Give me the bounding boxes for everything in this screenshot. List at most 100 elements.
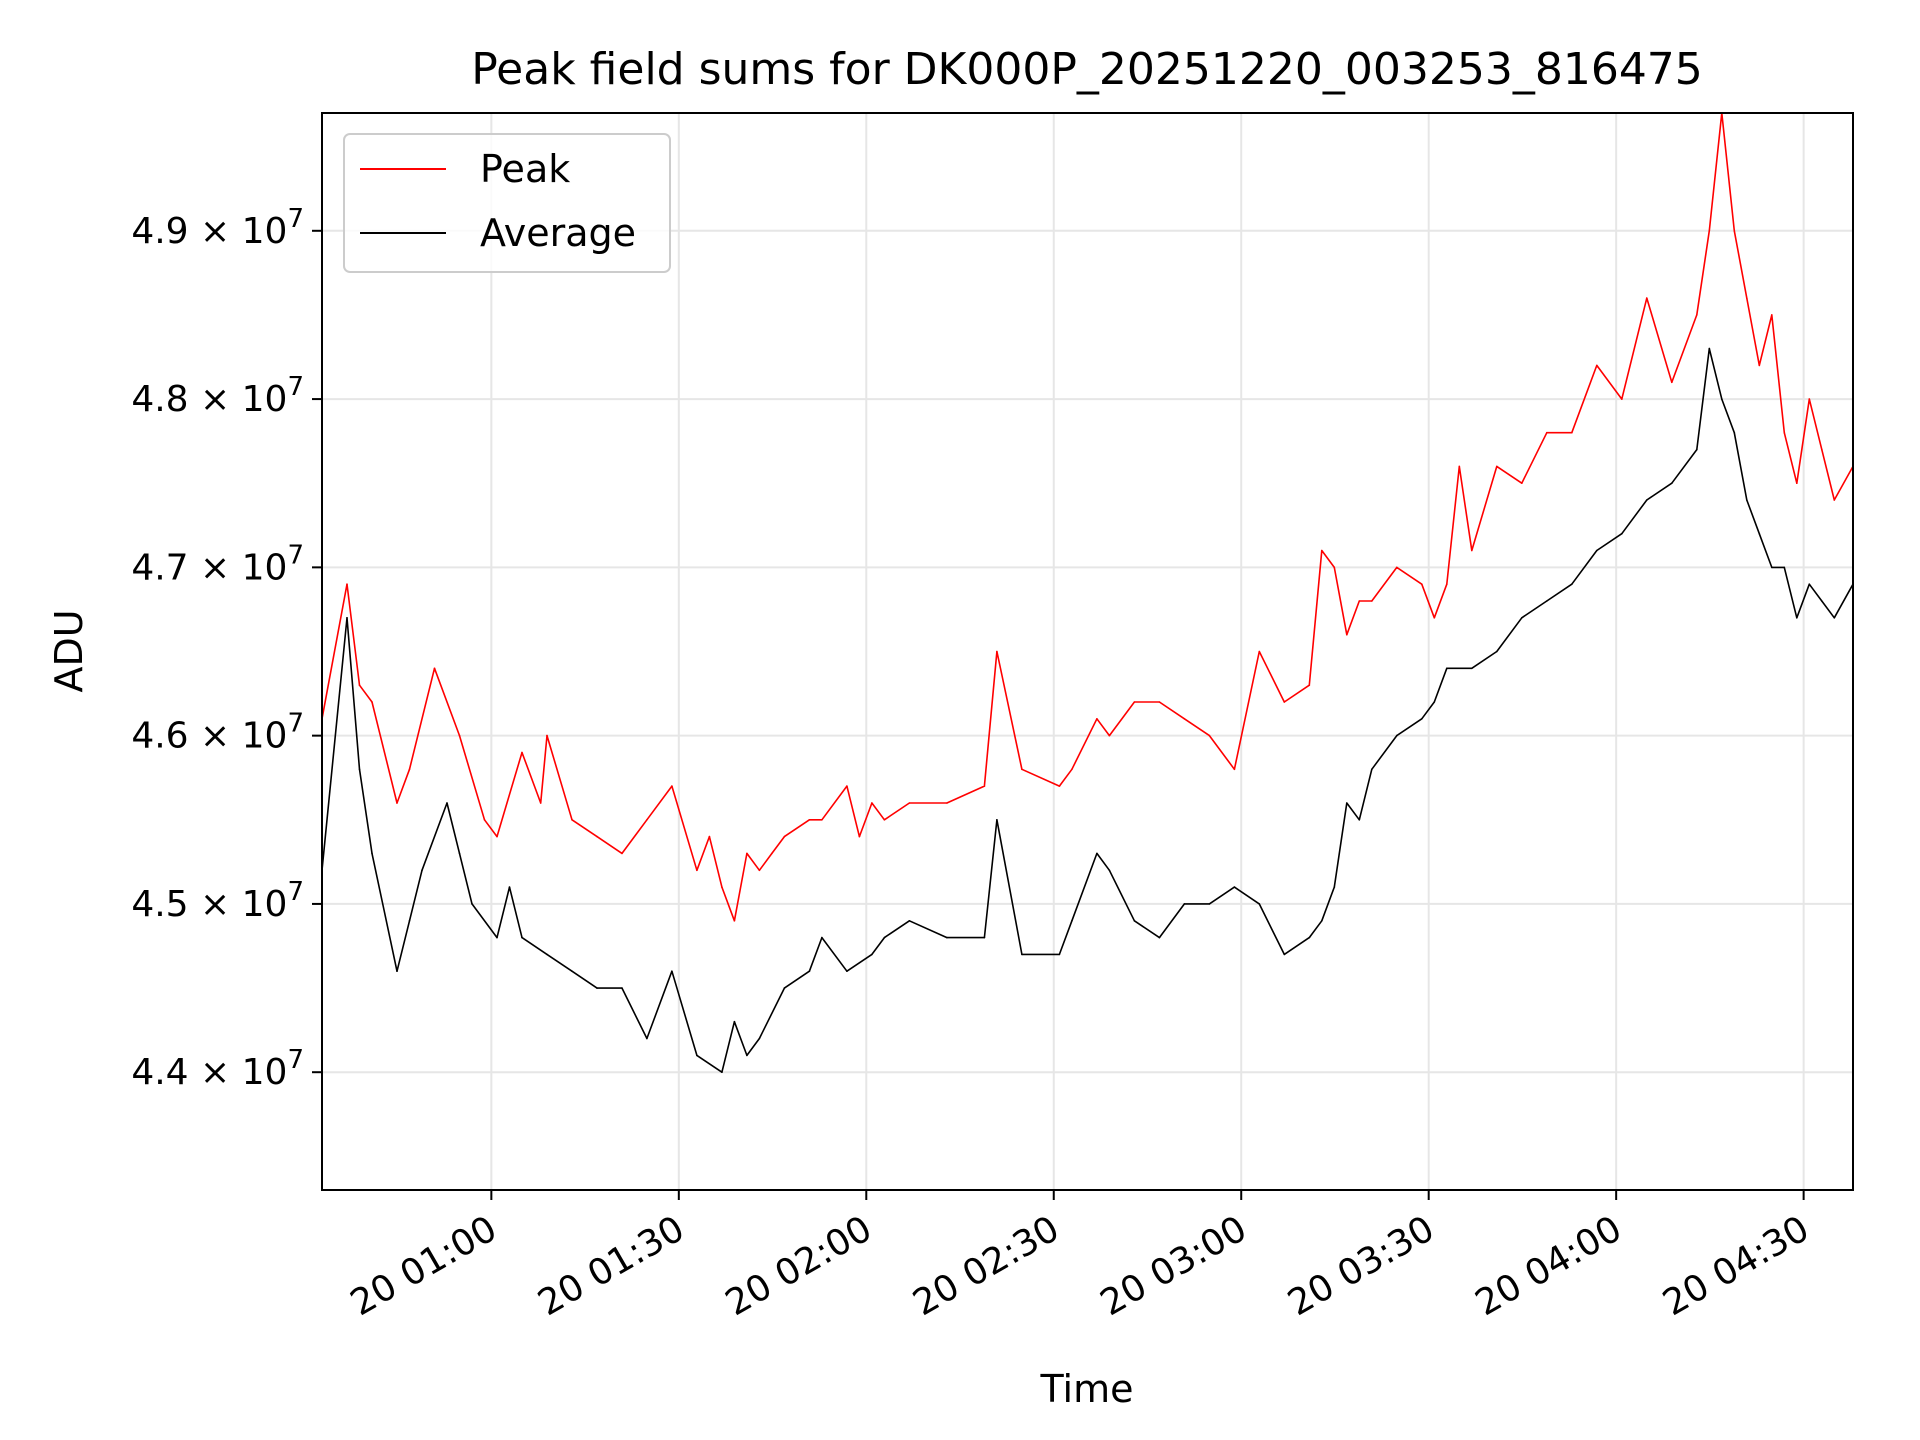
data-point-peak — [546, 734, 548, 737]
data-point-average — [1446, 667, 1448, 670]
chart-title: Peak field sums for DK000P_20251220_0032… — [471, 44, 1703, 95]
data-point-average — [508, 886, 511, 888]
legend-label-average: Average — [480, 211, 636, 255]
data-point-peak — [1646, 297, 1648, 299]
y-tick-label: 4.8 × 107 — [131, 372, 304, 420]
y-tick-mantissa: 4.5 × 10 — [131, 884, 287, 925]
data-point-average — [1733, 431, 1736, 434]
data-point-average — [821, 936, 823, 939]
data-point-average — [733, 1020, 736, 1023]
data-point-peak — [1396, 566, 1398, 569]
data-point-average — [883, 936, 886, 939]
y-tick-label: 4.4 × 107 — [131, 1045, 304, 1093]
data-point-average — [1821, 600, 1823, 602]
data-point-peak — [908, 802, 911, 804]
data-point-average — [996, 819, 998, 821]
data-point-average — [846, 970, 848, 972]
data-point-peak — [758, 869, 761, 872]
data-point-peak — [1496, 465, 1498, 468]
data-point-average — [621, 987, 623, 989]
y-axis-label: ADU — [47, 609, 91, 692]
data-point-peak — [496, 835, 498, 838]
legend: Peak Average — [343, 133, 671, 273]
y-tick-label: 4.7 × 107 — [131, 540, 304, 588]
data-point-peak — [1096, 718, 1098, 720]
data-point-peak — [1233, 768, 1236, 771]
data-point-peak — [358, 684, 361, 686]
data-point-peak — [1833, 499, 1836, 501]
data-point-peak — [946, 802, 948, 804]
data-point-peak — [858, 835, 861, 838]
data-point-peak — [1771, 314, 1773, 316]
data-point-peak — [746, 852, 748, 855]
data-point-peak — [671, 785, 673, 787]
data-point-average — [1346, 802, 1348, 804]
data-point-average — [1421, 718, 1423, 720]
data-point-average — [596, 987, 598, 989]
data-point-peak — [771, 852, 773, 855]
y-tick-label: 4.6 × 107 — [131, 709, 304, 757]
data-point-average — [696, 1054, 698, 1057]
data-point-peak — [1021, 768, 1023, 771]
data-point-peak — [1283, 701, 1286, 703]
data-point-peak — [521, 751, 523, 754]
data-point-peak — [1258, 650, 1261, 653]
data-point-average — [1358, 819, 1361, 821]
data-point-peak — [1471, 549, 1473, 552]
data-point-average — [1708, 347, 1711, 350]
data-point-peak — [1746, 297, 1748, 299]
data-point-average — [1771, 566, 1773, 569]
data-point-peak — [1358, 600, 1361, 602]
data-point-peak — [1421, 583, 1423, 585]
data-point-average — [1333, 886, 1336, 888]
data-point-average — [446, 802, 448, 804]
data-point-average — [1808, 583, 1811, 585]
data-point-peak — [458, 734, 461, 737]
data-point-average — [1283, 953, 1286, 956]
data-point-average — [1096, 852, 1098, 855]
data-point-average — [946, 936, 948, 939]
data-point-average — [1833, 617, 1836, 619]
data-point-average — [1321, 920, 1323, 922]
data-point-average — [1496, 650, 1498, 653]
data-point-peak — [1546, 431, 1548, 434]
y-tick-exponent: 7 — [287, 877, 304, 907]
data-point-average — [396, 970, 398, 972]
data-point-peak — [1183, 718, 1186, 720]
data-point-average — [871, 953, 873, 956]
data-point-average — [1696, 448, 1698, 451]
data-point-peak — [1346, 633, 1348, 636]
data-point-peak — [696, 869, 698, 872]
x-axis-label: Time — [1040, 1367, 1134, 1411]
data-point-average — [521, 936, 523, 939]
data-point-average — [1783, 566, 1786, 569]
data-point-peak — [571, 819, 573, 821]
data-point-average — [371, 852, 373, 855]
data-point-average — [408, 920, 411, 922]
data-point-peak — [621, 852, 623, 855]
grid — [322, 113, 1853, 1190]
data-point-peak — [1133, 701, 1136, 703]
y-tick-mantissa: 4.7 × 10 — [131, 547, 287, 588]
data-point-peak — [808, 819, 811, 821]
data-point-average — [1571, 583, 1573, 585]
data-point-peak — [1808, 398, 1811, 400]
data-point-average — [1183, 903, 1186, 905]
data-point-average — [1596, 549, 1598, 552]
data-point-peak — [1708, 230, 1711, 232]
y-tick-exponent: 7 — [287, 204, 304, 234]
data-point-average — [1758, 532, 1761, 535]
data-point-peak — [883, 819, 886, 821]
data-point-peak — [1058, 785, 1061, 787]
data-point-peak — [1433, 617, 1436, 619]
data-point-peak — [1333, 566, 1336, 569]
y-tick-mantissa: 4.9 × 10 — [131, 211, 287, 252]
data-point-average — [471, 903, 473, 905]
data-point-average — [983, 936, 986, 939]
data-point-average — [721, 1071, 723, 1073]
data-point-peak — [1521, 482, 1523, 485]
data-point-average — [1058, 953, 1061, 956]
data-point-average — [1471, 667, 1473, 670]
data-point-average — [1433, 701, 1436, 703]
data-point-average — [346, 617, 348, 619]
